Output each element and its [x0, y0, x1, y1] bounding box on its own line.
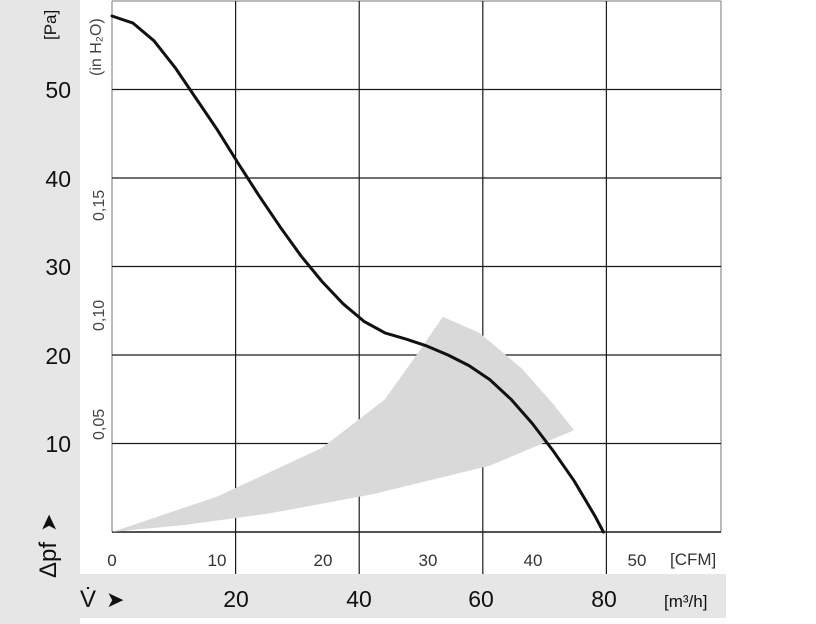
y-arrow-dpf: ➤ — [36, 514, 61, 532]
y-tick-pa-20: 20 — [45, 343, 71, 369]
x-tick-cfm-0: 0 — [107, 551, 116, 570]
x-tick-cfm-50: 50 — [628, 551, 647, 570]
y-tick-inh2o-015: 0,15 — [91, 190, 108, 221]
y-tick-labels-pa: 10 20 30 40 50 — [45, 77, 71, 457]
x-tick-labels-cfm: 0 10 20 30 40 50 — [107, 551, 646, 570]
x-tick-labels-m3h: 20 40 60 80 — [223, 586, 617, 612]
x-tick-cfm-20: 20 — [314, 551, 333, 570]
y-tick-pa-40: 40 — [45, 166, 71, 192]
x-tick-cfm-30: 30 — [419, 551, 438, 570]
y-tick-pa-30: 30 — [45, 254, 71, 280]
y-tick-inh2o-010: 0,10 — [91, 300, 108, 331]
bottom-axis-strip — [0, 574, 726, 618]
y-unit-pa: [Pa] — [41, 10, 60, 40]
y-tick-pa-10: 10 — [45, 431, 71, 457]
operating-range-band — [112, 316, 574, 532]
x-tick-m3h-60: 60 — [468, 586, 494, 612]
x-unit-m3h: [m³/h] — [664, 592, 707, 611]
plot-background — [80, 0, 726, 574]
y-tick-pa-50: 50 — [45, 77, 71, 103]
y-tick-labels-inh2o: 0,05 0,10 0,15 — [91, 190, 108, 440]
x-tick-m3h-40: 40 — [346, 586, 372, 612]
x-unit-cfm: [CFM] — [670, 550, 716, 569]
x-tick-cfm-10: 10 — [208, 551, 227, 570]
left-axis-strip — [0, 0, 80, 624]
x-tick-m3h-80: 80 — [591, 586, 617, 612]
x-arrow-vdot: ➤ — [106, 587, 124, 612]
grid-lines — [111, 0, 722, 574]
x-symbol-vdot: V̇ — [80, 585, 96, 613]
y-symbol-dpf: Δpf — [35, 542, 62, 578]
y-unit-inh2o: (in H₂O) — [88, 18, 105, 76]
x-tick-cfm-40: 40 — [524, 551, 543, 570]
x-tick-m3h-20: 20 — [223, 586, 249, 612]
y-tick-inh2o-005: 0,05 — [91, 409, 108, 440]
pressure-curve — [110, 14, 605, 534]
